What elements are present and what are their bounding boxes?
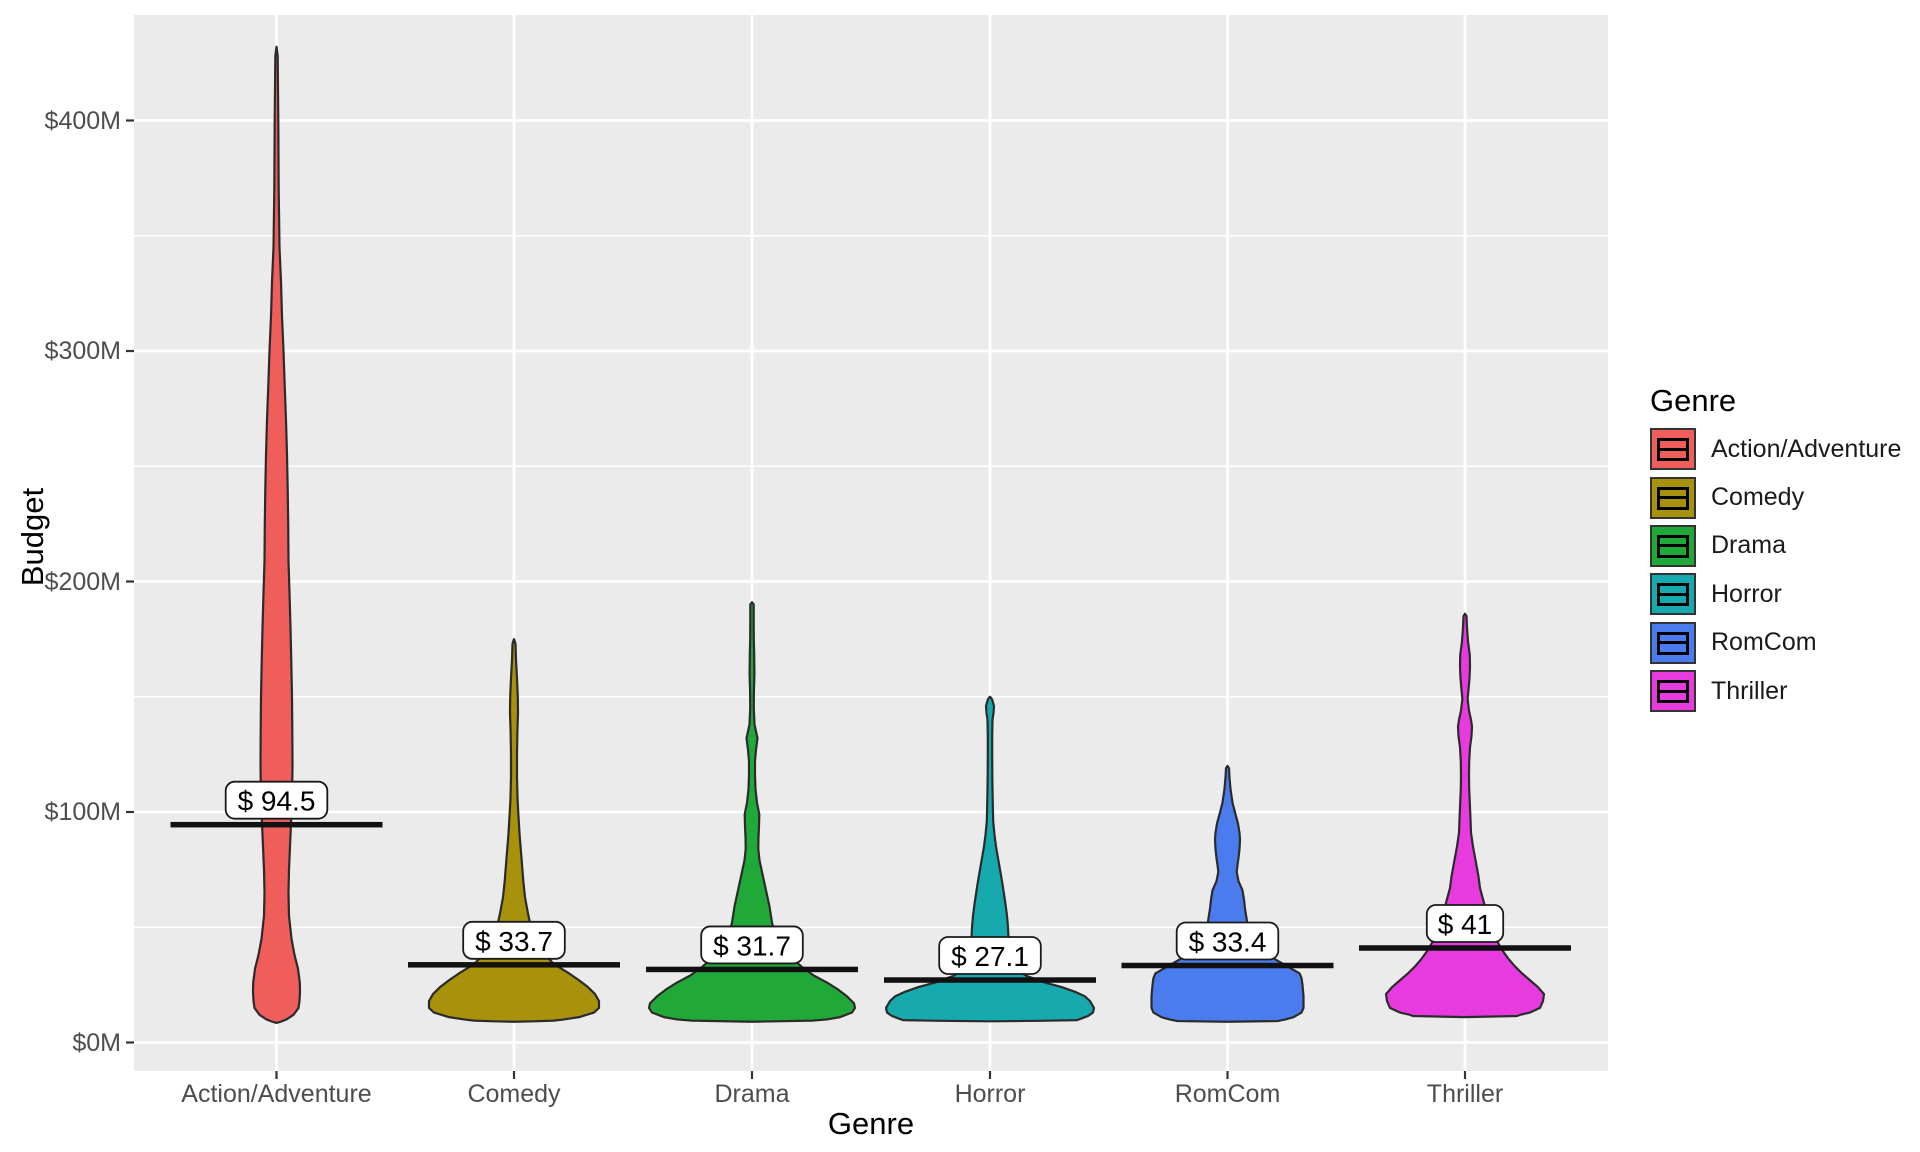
legend-key-midline [1657,641,1689,645]
mean-label-box [224,780,329,820]
mean-label-text: $ 33.7 [475,926,553,957]
mean-label-text: $ 31.7 [713,930,791,961]
violin-comedy [427,638,601,1023]
legend-item: Horror [1650,570,1920,618]
mean-label-text: $ 33.4 [1189,927,1267,958]
mean-crossbar [408,962,620,968]
mean-label-box [700,925,804,965]
mean-crossbar [884,977,1096,983]
violin-horror [884,695,1096,1023]
legend-key-swatch [1650,621,1696,664]
x-tick-label: Thriller [1426,1080,1504,1108]
legend-item: Thriller [1650,667,1920,715]
legend-key-midline [1657,544,1689,548]
mean-label-box [938,936,1042,975]
legend-label: Horror [1711,579,1782,608]
mean-label-box [1425,904,1505,943]
x-tick-label: Drama [714,1080,790,1108]
legend-title: Genre [1650,383,1737,418]
y-tick-label: $0M [72,1028,121,1057]
x-tick-label: Action/Adventure [181,1080,372,1108]
legend-label: Comedy [1711,483,1805,512]
mean-crossbar [646,966,858,973]
legend-item: Comedy [1650,473,1920,521]
legend-label: Thriller [1711,676,1788,705]
plot-panel [134,15,1608,1071]
legend-key-midline [1657,496,1689,500]
legend-key-midline [1657,689,1689,693]
y-tick-label: $100M [44,798,121,826]
x-tick-label: Horror [954,1080,1026,1108]
mean-label-text: $ 94.5 [238,786,316,817]
mean-label-text: $ 41 [1438,909,1493,940]
violin-action-adventure [251,45,302,1025]
legend-key-swatch [1650,573,1696,616]
legend-key-swatch [1650,524,1696,567]
legend-label: Drama [1711,531,1787,560]
mean-crossbar [170,821,383,828]
legend-key-swatch [1650,476,1696,519]
mean-label-box [462,920,566,960]
legend-label: Action/Adventure [1711,434,1902,463]
mean-crossbar [1121,962,1334,969]
x-tick-label: RomCom [1174,1080,1281,1108]
y-axis-title: Budget [15,487,50,587]
legend-items: Action/Adventure Comedy Drama Horror RomCom T… [1650,425,1920,715]
mean-crossbar [1359,945,1571,951]
y-tick-label: $200M [44,567,121,596]
legend-item: Drama [1650,522,1920,570]
legend-item: Action/Adventure [1650,425,1920,473]
legend-key-swatch [1650,670,1696,713]
y-tick-label: $300M [44,337,121,365]
x-axis-title: Genre [827,1106,915,1141]
violin-drama [647,601,857,1023]
mean-label-box [1175,921,1280,961]
legend-key-midline [1657,592,1689,596]
x-tick-label: Comedy [467,1080,561,1108]
mean-label-text: $ 27.1 [951,941,1029,972]
legend-label: RomCom [1711,628,1817,657]
legend-key-midline [1657,447,1689,451]
legend-key-swatch [1650,428,1696,471]
y-tick-label: $400M [44,106,121,135]
legend: Genre Action/Adventure Comedy Drama Horror R… [1650,383,1920,715]
legend-item: RomCom [1650,619,1920,667]
violin-thriller [1384,612,1546,1019]
